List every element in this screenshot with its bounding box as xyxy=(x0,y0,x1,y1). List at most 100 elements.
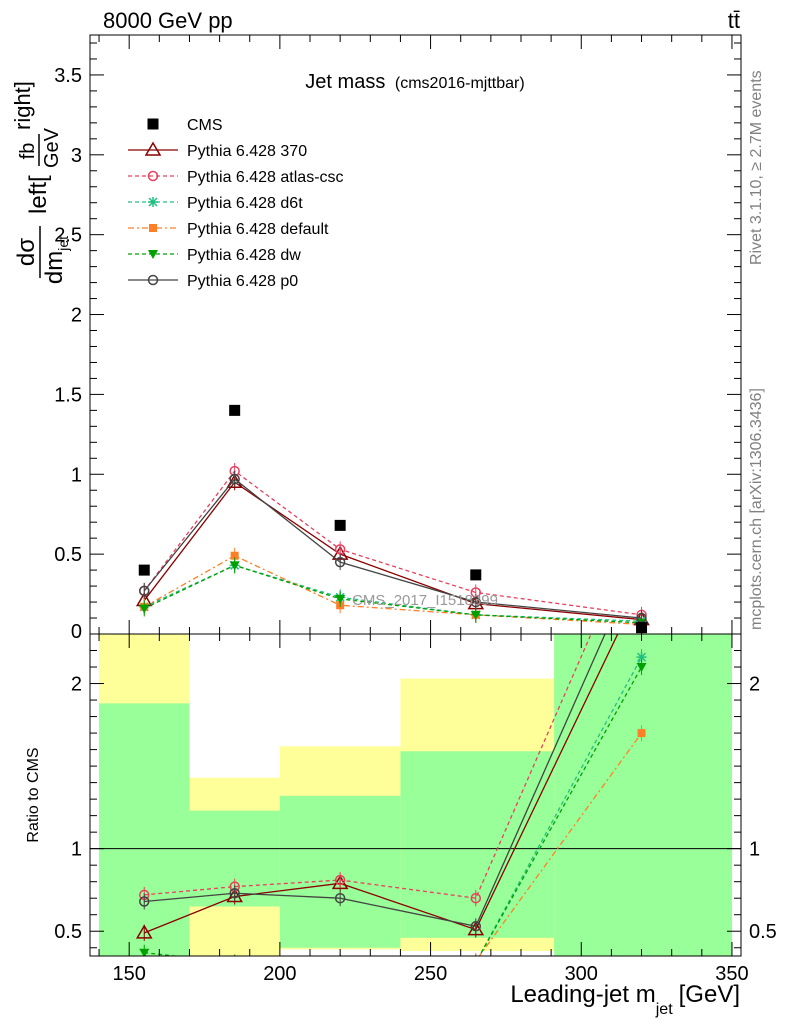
main-y-label: dσ dmjet left[ fb GeV right] xyxy=(10,81,71,284)
ratio-y-axis: 0.5 0.5 1 1 2 2 xyxy=(54,650,777,949)
ratio-series-pythia-6-428-dw xyxy=(139,659,647,968)
ratio-point-pythia-6-428-dw-4 xyxy=(636,663,647,673)
chart-title: Jet mass (cms2016-mjttbar) xyxy=(305,71,524,93)
legend-label-pythia-6-428-d6t: Pythia 6.428 d6t xyxy=(187,195,303,212)
ylabel-fb: fb xyxy=(17,143,39,160)
legend-label-cms: CMS xyxy=(187,117,223,134)
ratio-point-pythia-6-428-default-3 xyxy=(472,957,480,965)
ratio-point-pythia-6-428-p0-1 xyxy=(229,888,240,899)
rivet-label: Rivet 3.1.10, ≥ 2.7M events xyxy=(748,70,765,265)
ratio-point-pythia-6-428-370-4 xyxy=(635,577,649,589)
x-axis: 150 200 250 300 350 xyxy=(98,35,749,985)
ratio-series-layer xyxy=(135,514,649,975)
ratio-point-pythia-6-428-370-0 xyxy=(135,924,153,939)
main-series-layer xyxy=(135,463,650,633)
legend-marker-pythia-6-428-370 xyxy=(144,141,162,156)
ylabel-gev: GeV xyxy=(41,127,63,168)
mcplots-label: mcplots.cern.ch [arXiv:1306.3436] xyxy=(748,388,765,630)
ratio-point-pythia-6-428-dw-0 xyxy=(139,948,150,956)
main-point-pythia-6-428-p0-1 xyxy=(229,473,240,485)
main-point-pythia-6-428-dw-3 xyxy=(470,610,481,620)
legend-label-pythia-6-428-dw: Pythia 6.428 dw xyxy=(187,247,301,264)
main-point-pythia-6-428-dw-0 xyxy=(139,604,150,614)
ratio-point-pythia-6-428-p0-4 xyxy=(637,547,646,556)
legend-marker-cms xyxy=(147,118,159,130)
xtick-label-2: 250 xyxy=(414,963,447,985)
cms-data-point-0 xyxy=(138,564,150,576)
legend-entry-pythia-6-428-dw: Pythia 6.428 dw xyxy=(128,247,301,264)
ratio-ytick-label-2: 2 xyxy=(71,674,82,696)
legend-entry-pythia-6-428-p0: Pythia 6.428 p0 xyxy=(128,273,298,290)
ratio-ytick-label-right-2: 2 xyxy=(749,674,760,696)
analysis-watermark: CMS_2017_I1518399 xyxy=(352,592,498,609)
ratio-point-pythia-6-428-default-2 xyxy=(336,967,344,975)
ratio-ytick-label-1: 1 xyxy=(71,839,82,861)
ratio-ytick-label-0: 0.5 xyxy=(54,921,82,943)
legend-entry-cms: CMS xyxy=(147,117,223,134)
ylabel-dm-sub: jet xyxy=(55,236,71,252)
ylabel-dm: dmjet xyxy=(41,236,71,284)
cms-data-point-2 xyxy=(334,519,346,531)
legend-marker-pythia-6-428-d6t xyxy=(148,197,158,207)
band-green-0 xyxy=(99,703,190,956)
cms-data-point-3 xyxy=(470,569,482,581)
x-axis-label: Leading-jet mjet [GeV] xyxy=(510,981,740,1018)
ratio-y-label: Ratio to CMS xyxy=(25,747,42,842)
xtick-label-3: 300 xyxy=(565,963,598,985)
main-point-pythia-6-428-dw-2 xyxy=(335,594,346,604)
ratio-series-pythia-6-428-p0 xyxy=(139,547,646,935)
main-ytick-label-5: 3 xyxy=(71,145,82,167)
band-green-3 xyxy=(400,751,555,938)
legend-marker-pythia-6-428-dw xyxy=(148,250,158,259)
legend-entry-pythia-6-428-default: Pythia 6.428 default xyxy=(128,221,329,238)
ratio-point-pythia-6-428-dw-1 xyxy=(230,959,240,968)
legend-marker-pythia-6-428-default xyxy=(149,224,157,232)
main-ytick-label-2: 1.5 xyxy=(54,384,82,406)
legend-label-pythia-6-428-default: Pythia 6.428 default xyxy=(187,221,329,238)
ratio-point-pythia-6-428-d6t-3 xyxy=(471,958,481,968)
xtick-label-4: 350 xyxy=(715,963,748,985)
ylabel-left: left[ xyxy=(25,175,52,214)
xtick-label-0: 150 xyxy=(112,963,145,985)
xlabel-main: Leading-jet m xyxy=(510,981,655,1008)
main-ytick-label-1: 1 xyxy=(71,464,82,486)
ratio-uncertainty-bands xyxy=(99,634,732,956)
xtick-label-1: 200 xyxy=(263,963,296,985)
ylabel-right: right] xyxy=(10,81,35,130)
ylabel-dsigma: dσ xyxy=(13,238,40,266)
main-point-pythia-6-428-p0-2 xyxy=(334,556,346,568)
ratio-point-pythia-6-428-default-1 xyxy=(231,959,239,967)
chart-title-main: Jet mass xyxy=(305,71,385,93)
ratio-point-pythia-6-428-atlas-csc-3 xyxy=(470,892,482,904)
main-point-pythia-6-428-p0-3 xyxy=(470,596,482,608)
band-green-4 xyxy=(554,634,732,956)
ratio-point-pythia-6-428-d6t-1 xyxy=(230,958,240,968)
legend-marker-pythia-6-428-p0 xyxy=(147,274,159,286)
main-y-axis: 0.5 1 1.5 2 2.5 3 3.5 0 xyxy=(54,42,741,643)
xlabel-sub: jet xyxy=(655,1001,673,1018)
legend-entry-pythia-6-428-d6t: Pythia 6.428 d6t xyxy=(128,195,303,212)
ratio-point-pythia-6-428-dw-2 xyxy=(335,959,345,968)
main-ytick-label-6: 3.5 xyxy=(54,65,82,87)
main-ytick-label-0: 0.5 xyxy=(54,544,82,566)
ratio-point-pythia-6-428-p0-2 xyxy=(334,892,346,904)
ratio-ytick-label-right-1: 1 xyxy=(749,839,760,861)
ratio-ytick-label-right-0: 0.5 xyxy=(749,921,777,943)
process-label: tt̄ xyxy=(728,8,740,33)
ratio-point-pythia-6-428-atlas-csc-4 xyxy=(637,514,646,523)
legend-label-pythia-6-428-370: Pythia 6.428 370 xyxy=(187,143,307,160)
legend: CMS Pythia 6.428 370 Pythia 6.428 atlas-cs… xyxy=(128,117,344,290)
legend-label-pythia-6-428-atlas-csc: Pythia 6.428 atlas-csc xyxy=(187,169,344,186)
chart-subtitle: (cms2016-mjttbar) xyxy=(395,75,525,92)
main-ytick-label-3: 2 xyxy=(71,305,82,327)
ratio-point-pythia-6-428-p0-0 xyxy=(139,896,150,907)
ratio-point-pythia-6-428-default-4 xyxy=(637,729,646,738)
main-point-pythia-6-428-atlas-csc-2 xyxy=(334,544,346,555)
main-ytick-label-4: 2.5 xyxy=(54,225,82,247)
legend-entry-pythia-6-428-370: Pythia 6.428 370 xyxy=(128,141,307,160)
cms-data-point-1 xyxy=(229,404,241,416)
legend-marker-pythia-6-428-atlas-csc xyxy=(147,170,159,182)
xlabel-unit: [GeV] xyxy=(679,981,740,1008)
band-green-2 xyxy=(279,795,401,948)
